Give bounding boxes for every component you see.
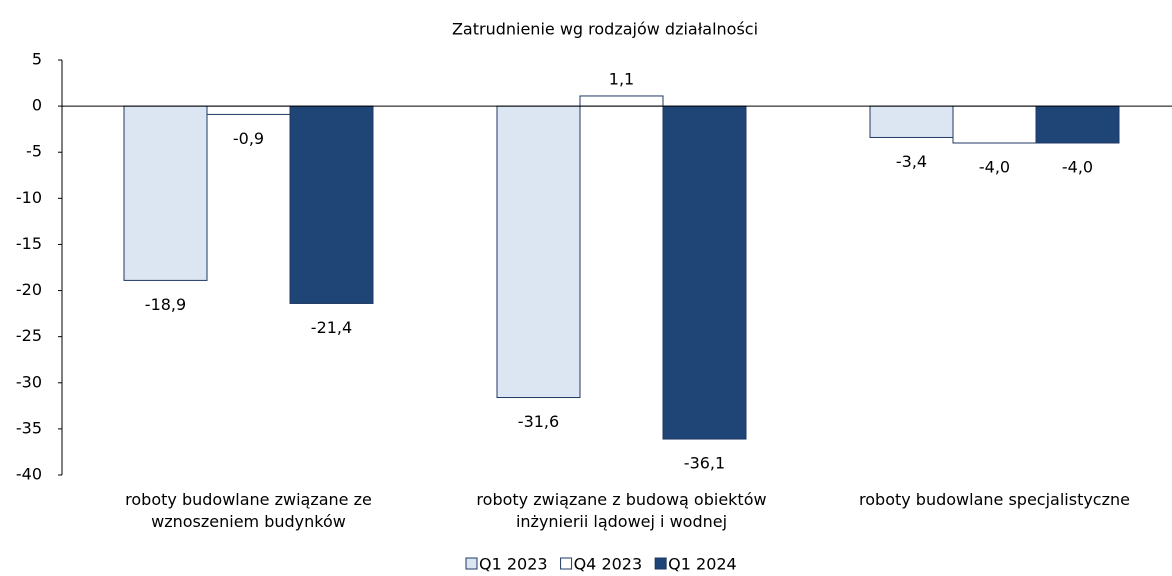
x-tick-label: roboty budowlane specjalistyczne	[859, 490, 1130, 509]
y-tick-label: -40	[16, 465, 42, 484]
legend-label: Q4 2023	[574, 555, 643, 574]
y-tick-label: -30	[16, 372, 42, 391]
x-tick-line: roboty budowlane związane ze	[125, 490, 372, 509]
data-label: -4,0	[1062, 158, 1093, 177]
x-tick-line: wznoszeniem budynków	[151, 512, 346, 531]
y-tick-label: -15	[16, 234, 42, 253]
y-tick-label: 0	[32, 96, 42, 115]
y-tick-label: -35	[16, 418, 42, 437]
x-tick-label: roboty związane z budową obiektów inżynie…	[476, 490, 766, 531]
x-tick-label: roboty budowlane związane ze wznoszeniem …	[125, 490, 372, 531]
bar	[869, 105, 954, 138]
bar	[123, 105, 208, 281]
chart-title: Zatrudnienie wg rodzajów działalności	[452, 20, 758, 39]
y-tick-label: -5	[26, 142, 42, 161]
data-label: -4,0	[979, 158, 1010, 177]
legend-label: Q1 2023	[479, 555, 548, 574]
bar	[1035, 105, 1120, 144]
bar	[579, 95, 664, 107]
bar	[206, 105, 291, 115]
y-tick-label: -10	[16, 188, 42, 207]
data-label: 1,1	[609, 69, 634, 88]
y-tick-label: -20	[16, 280, 42, 299]
data-label: -21,4	[311, 318, 352, 337]
data-label: -18,9	[145, 295, 186, 314]
bar	[496, 105, 581, 399]
legend-swatch	[465, 557, 478, 570]
data-label: -36,1	[684, 454, 725, 473]
legend-swatch	[560, 557, 573, 570]
x-tick-line: roboty związane z budową obiektów	[476, 490, 766, 509]
data-label: -3,4	[896, 152, 927, 171]
data-label: -0,9	[233, 129, 264, 148]
bar	[662, 105, 747, 440]
bar	[952, 105, 1037, 144]
legend-label: Q1 2024	[668, 555, 737, 574]
y-tick-label: -25	[16, 326, 42, 345]
bar	[289, 105, 374, 304]
y-tick-label: 5	[32, 50, 42, 69]
x-tick-line: roboty budowlane specjalistyczne	[859, 490, 1130, 509]
data-label: -31,6	[518, 412, 559, 431]
x-tick-line: inżynierii lądowej i wodnej	[516, 512, 727, 531]
legend-swatch	[654, 557, 667, 570]
